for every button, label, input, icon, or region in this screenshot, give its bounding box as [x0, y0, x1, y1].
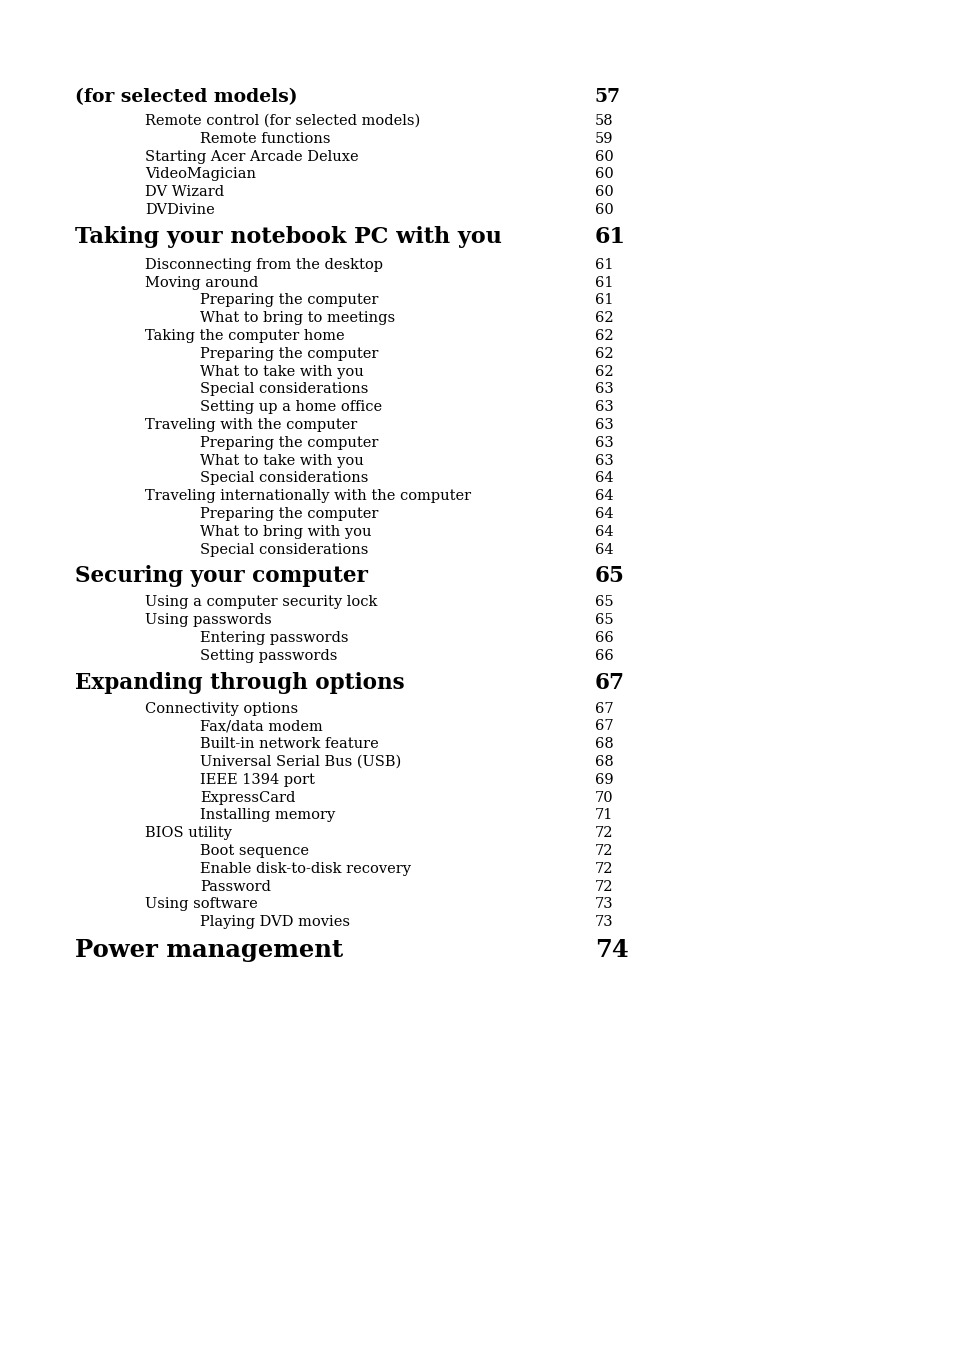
Text: 71: 71: [595, 809, 613, 823]
Text: Boot sequence: Boot sequence: [200, 845, 309, 858]
Text: 68: 68: [595, 737, 613, 752]
Text: 57: 57: [595, 88, 620, 105]
Text: Taking your notebook PC with you: Taking your notebook PC with you: [75, 226, 501, 248]
Text: 58: 58: [595, 114, 613, 127]
Text: 61: 61: [595, 293, 613, 308]
Text: 73: 73: [595, 916, 613, 930]
Text: DV Wizard: DV Wizard: [145, 185, 224, 200]
Text: VideoMagician: VideoMagician: [145, 167, 255, 182]
Text: 62: 62: [595, 346, 613, 361]
Text: Fax/data modem: Fax/data modem: [200, 719, 322, 734]
Text: Starting Acer Arcade Deluxe: Starting Acer Arcade Deluxe: [145, 149, 358, 164]
Text: 74: 74: [595, 938, 628, 962]
Text: What to take with you: What to take with you: [200, 453, 363, 468]
Text: 63: 63: [595, 453, 613, 468]
Text: 66: 66: [595, 649, 613, 663]
Text: Disconnecting from the desktop: Disconnecting from the desktop: [145, 257, 382, 272]
Text: Securing your computer: Securing your computer: [75, 565, 368, 587]
Text: ExpressCard: ExpressCard: [200, 791, 295, 805]
Text: 60: 60: [595, 167, 613, 182]
Text: 63: 63: [595, 382, 613, 397]
Text: 59: 59: [595, 131, 613, 146]
Text: Password: Password: [200, 880, 271, 894]
Text: 61: 61: [595, 275, 613, 290]
Text: BIOS utility: BIOS utility: [145, 827, 232, 841]
Text: 67: 67: [595, 719, 613, 734]
Text: Preparing the computer: Preparing the computer: [200, 293, 378, 308]
Text: Special considerations: Special considerations: [200, 542, 368, 557]
Text: 64: 64: [595, 471, 613, 486]
Text: Connectivity options: Connectivity options: [145, 701, 297, 716]
Text: 73: 73: [595, 898, 613, 912]
Text: 72: 72: [595, 880, 613, 894]
Text: Special considerations: Special considerations: [200, 471, 368, 486]
Text: What to bring with you: What to bring with you: [200, 524, 371, 539]
Text: 63: 63: [595, 400, 613, 415]
Text: DVDivine: DVDivine: [145, 203, 214, 218]
Text: 62: 62: [595, 311, 613, 326]
Text: 60: 60: [595, 185, 613, 200]
Text: 65: 65: [595, 565, 624, 587]
Text: Using software: Using software: [145, 898, 257, 912]
Text: 63: 63: [595, 435, 613, 450]
Text: 72: 72: [595, 827, 613, 841]
Text: Setting up a home office: Setting up a home office: [200, 400, 382, 415]
Text: Built-in network feature: Built-in network feature: [200, 737, 378, 752]
Text: Using passwords: Using passwords: [145, 613, 272, 627]
Text: What to take with you: What to take with you: [200, 364, 363, 379]
Text: Remote functions: Remote functions: [200, 131, 330, 146]
Text: 67: 67: [595, 701, 613, 716]
Text: 68: 68: [595, 754, 613, 769]
Text: 61: 61: [595, 226, 625, 248]
Text: (for selected models): (for selected models): [75, 88, 297, 105]
Text: 63: 63: [595, 418, 613, 433]
Text: Entering passwords: Entering passwords: [200, 631, 348, 645]
Text: Setting passwords: Setting passwords: [200, 649, 337, 663]
Text: 60: 60: [595, 149, 613, 164]
Text: 69: 69: [595, 772, 613, 787]
Text: Enable disk-to-disk recovery: Enable disk-to-disk recovery: [200, 862, 411, 876]
Text: 65: 65: [595, 613, 613, 627]
Text: 62: 62: [595, 364, 613, 379]
Text: 64: 64: [595, 489, 613, 504]
Text: 64: 64: [595, 524, 613, 539]
Text: Using a computer security lock: Using a computer security lock: [145, 596, 377, 609]
Text: Traveling with the computer: Traveling with the computer: [145, 418, 356, 433]
Text: 72: 72: [595, 845, 613, 858]
Text: Expanding through options: Expanding through options: [75, 672, 404, 694]
Text: Moving around: Moving around: [145, 275, 258, 290]
Text: Traveling internationally with the computer: Traveling internationally with the compu…: [145, 489, 471, 504]
Text: Installing memory: Installing memory: [200, 809, 335, 823]
Text: Special considerations: Special considerations: [200, 382, 368, 397]
Text: 65: 65: [595, 596, 613, 609]
Text: Power management: Power management: [75, 938, 343, 962]
Text: Preparing the computer: Preparing the computer: [200, 346, 378, 361]
Text: 64: 64: [595, 507, 613, 522]
Text: 70: 70: [595, 791, 613, 805]
Text: 60: 60: [595, 203, 613, 218]
Text: 61: 61: [595, 257, 613, 272]
Text: Taking the computer home: Taking the computer home: [145, 329, 344, 344]
Text: Universal Serial Bus (USB): Universal Serial Bus (USB): [200, 754, 401, 769]
Text: 64: 64: [595, 542, 613, 557]
Text: 72: 72: [595, 862, 613, 876]
Text: Preparing the computer: Preparing the computer: [200, 435, 378, 450]
Text: 67: 67: [595, 672, 624, 694]
Text: Playing DVD movies: Playing DVD movies: [200, 916, 350, 930]
Text: 66: 66: [595, 631, 613, 645]
Text: 62: 62: [595, 329, 613, 344]
Text: Remote control (for selected models): Remote control (for selected models): [145, 114, 420, 127]
Text: Preparing the computer: Preparing the computer: [200, 507, 378, 522]
Text: What to bring to meetings: What to bring to meetings: [200, 311, 395, 326]
Text: IEEE 1394 port: IEEE 1394 port: [200, 772, 314, 787]
